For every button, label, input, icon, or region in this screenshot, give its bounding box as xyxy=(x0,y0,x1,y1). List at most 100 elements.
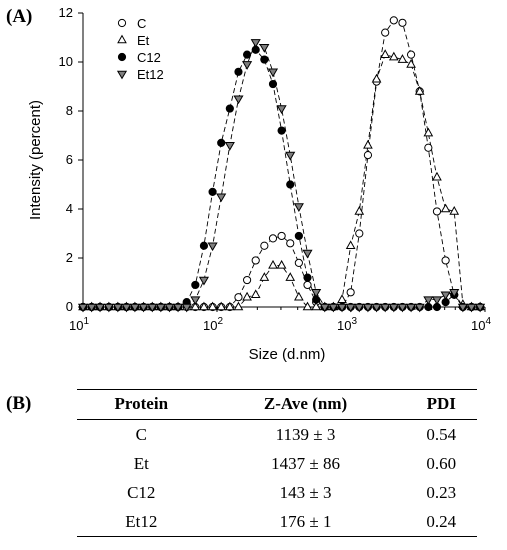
data-point-c12 xyxy=(294,231,303,241)
data-point-c xyxy=(363,151,373,160)
data-point-et xyxy=(224,301,235,311)
x-axis-title: Size (d.nm) xyxy=(249,346,326,363)
results-table: Protein Z-Ave (nm) PDI C 1139 ± 3 0.54 E… xyxy=(77,390,477,537)
data-point-c12 xyxy=(225,104,234,113)
y-tick-label: 0 xyxy=(66,299,73,314)
legend-label-et: Et xyxy=(137,33,150,48)
table-header-row: Protein Z-Ave (nm) PDI xyxy=(77,390,477,420)
cell-protein: C12 xyxy=(127,482,156,502)
data-point-et xyxy=(440,203,451,213)
data-point-et12 xyxy=(440,291,451,301)
data-point-c xyxy=(294,258,303,267)
data-point-c xyxy=(346,288,355,297)
legend-marker-c xyxy=(117,18,127,28)
data-point-et12 xyxy=(345,303,356,313)
data-point-et12 xyxy=(293,203,304,212)
cell-protein: Et12 xyxy=(77,507,206,537)
data-point-et12 xyxy=(259,44,270,53)
data-point-et12 xyxy=(112,303,123,313)
data-point-c xyxy=(406,50,416,59)
data-point-c xyxy=(260,241,269,250)
data-point-et xyxy=(216,301,227,311)
data-point-c xyxy=(234,293,243,302)
data-point-et12 xyxy=(319,303,330,313)
data-point-c12 xyxy=(217,138,226,147)
data-point-et12 xyxy=(172,303,184,313)
data-point-et12 xyxy=(233,95,244,105)
data-point-et xyxy=(207,301,218,311)
table-top-rule xyxy=(77,389,477,390)
data-point-et xyxy=(380,49,391,58)
data-point-et xyxy=(242,291,252,301)
data-point-c xyxy=(286,239,295,248)
y-tick-label: 10 xyxy=(59,54,73,69)
legend-marker-et xyxy=(117,34,127,44)
data-point-et12 xyxy=(181,303,192,313)
data-point-et xyxy=(302,301,313,311)
data-point-et12 xyxy=(94,303,106,313)
cell-pdi: 0.60 xyxy=(426,453,457,473)
data-point-et xyxy=(363,139,373,149)
y-tick-label: 8 xyxy=(66,103,73,118)
data-point-c12 xyxy=(286,180,295,189)
data-point-et12 xyxy=(285,151,296,161)
data-point-et xyxy=(199,301,209,311)
data-point-c xyxy=(389,16,398,25)
table-row: Et12 176 ± 1 0.24 xyxy=(77,507,477,537)
data-point-c12 xyxy=(208,187,217,196)
data-point-et xyxy=(397,54,408,63)
legend-label-et12: Et12 xyxy=(137,67,164,82)
data-point-c12 xyxy=(277,126,286,135)
data-point-et12 xyxy=(336,303,348,313)
data-point-c xyxy=(251,256,260,265)
data-point-c12 xyxy=(199,241,209,250)
data-point-c xyxy=(277,231,286,241)
x-tick-label: 103 xyxy=(337,316,357,333)
data-point-et12 xyxy=(362,303,373,313)
data-point-et12 xyxy=(250,39,261,48)
cell-z-ave: 1437 ± 86 xyxy=(271,453,340,473)
data-point-et12 xyxy=(311,289,322,298)
data-point-et12 xyxy=(121,303,132,313)
table-row: C 1139 ± 3 0.54 xyxy=(77,420,477,450)
legend-label-c: C xyxy=(137,16,146,31)
cell-protein: Et xyxy=(133,453,149,473)
data-point-et xyxy=(250,289,261,299)
data-point-et12 xyxy=(164,303,175,313)
data-point-et12 xyxy=(423,296,434,306)
data-point-et12 xyxy=(86,303,97,313)
x-tick-label: 102 xyxy=(203,316,223,333)
data-point-et xyxy=(406,59,416,68)
data-point-et12 xyxy=(242,61,253,70)
data-point-c12 xyxy=(260,55,269,64)
data-point-c xyxy=(303,280,312,290)
x-tick-label: 104 xyxy=(471,316,491,333)
data-point-et xyxy=(345,240,356,250)
data-point-c xyxy=(268,234,278,243)
data-point-c12 xyxy=(234,67,243,76)
panel-b-label: (B) xyxy=(6,393,32,414)
data-point-et xyxy=(268,259,278,269)
chart-series-markers xyxy=(77,16,486,313)
cell-pdi: 0.23 xyxy=(426,482,457,502)
table-row: C12 143 ± 3 0.23 xyxy=(77,478,477,507)
data-point-c xyxy=(381,28,390,37)
data-point-et12 xyxy=(397,303,408,313)
data-point-et12 xyxy=(138,303,149,313)
table-row: Et 1437 ± 86 0.60 xyxy=(77,449,477,478)
header-protein: Protein xyxy=(77,390,206,420)
data-point-et12 xyxy=(198,276,210,286)
data-point-et12 xyxy=(475,303,486,313)
data-point-et12 xyxy=(302,249,313,259)
data-point-et12 xyxy=(466,303,477,313)
data-point-et12 xyxy=(388,303,399,313)
cell-pdi: 0.54 xyxy=(426,424,457,444)
data-point-et12 xyxy=(77,303,89,313)
data-point-c xyxy=(432,207,442,216)
legend-label-c12: C12 xyxy=(137,50,161,65)
data-point-et12 xyxy=(216,193,227,203)
data-point-et xyxy=(388,51,399,61)
data-point-et12 xyxy=(267,68,279,78)
data-point-c xyxy=(424,143,433,152)
data-point-c12 xyxy=(268,79,278,89)
